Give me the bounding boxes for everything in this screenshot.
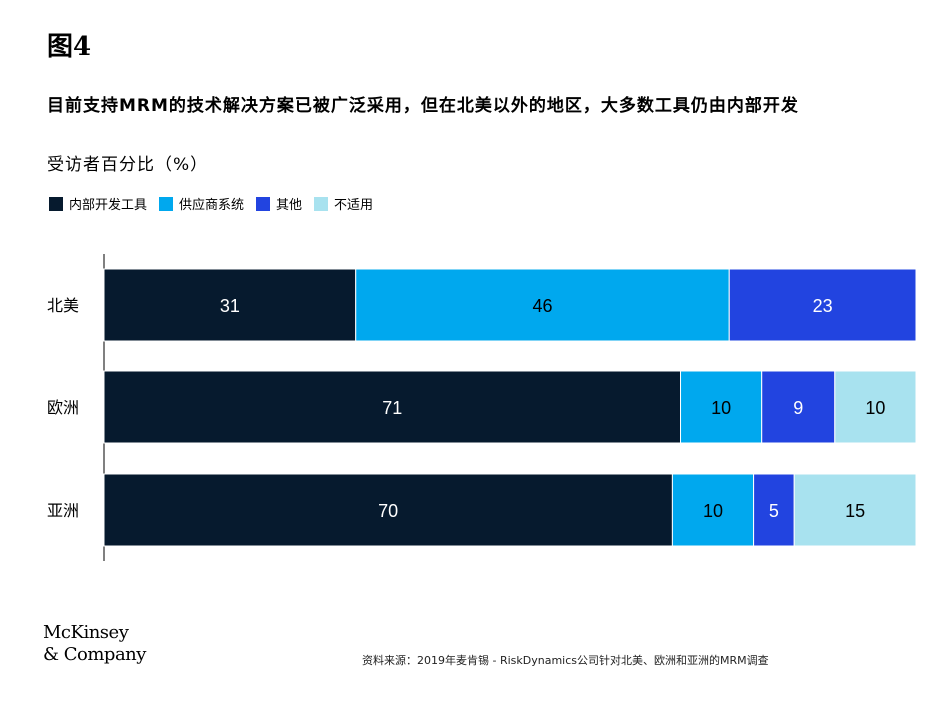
chart-title: 目前支持MRM的技术解决方案已被广泛采用，但在北美以外的地区，大多数工具仍由内部…: [47, 96, 799, 116]
data-label: 10: [703, 501, 723, 521]
data-label: 15: [845, 501, 865, 521]
bar-segment: [753, 473, 795, 547]
legend-label-other: 其他: [276, 198, 303, 213]
legend-swatch-internal: [49, 196, 63, 211]
bar-segment: [671, 473, 755, 547]
data-label: 5: [769, 501, 779, 521]
legend-item-other: 其他: [256, 194, 302, 213]
source-note: 资料来源：2019年麦肯锡 - RiskDynamics公司针对北美、欧洲和亚洲…: [362, 654, 769, 667]
legend-label-na: 不适用: [334, 198, 374, 213]
bar-segment: [103, 370, 682, 444]
legend-item-internal: 内部开发工具: [49, 194, 147, 213]
legend-swatch-vendor: [159, 196, 174, 211]
bar-segment: [793, 473, 917, 547]
data-label: 23: [813, 296, 833, 316]
figure-label: 图4: [47, 32, 92, 62]
mckinsey-logo: McKinsey & Company: [43, 622, 146, 666]
bar-segment: [355, 268, 730, 342]
legend-label-vendor: 供应商系统: [179, 198, 245, 213]
category-label: 北美: [47, 296, 79, 315]
bar-segment: [728, 268, 917, 342]
legend-swatch-other: [256, 196, 271, 211]
data-label: 31: [220, 296, 240, 316]
bar-segment: [680, 370, 763, 444]
bar-segment: [103, 268, 357, 342]
bar-segment: [103, 473, 673, 547]
data-label: 46: [532, 296, 552, 316]
bar-segment: [834, 370, 917, 444]
legend-swatch-na: [314, 196, 329, 211]
data-label: 9: [793, 398, 803, 418]
category-label: 欧洲: [47, 398, 79, 417]
data-label: 71: [382, 398, 402, 418]
data-label: 70: [378, 501, 398, 521]
legend-label-internal: 内部开发工具: [69, 198, 148, 213]
legend-item-vendor: 供应商系统: [159, 194, 244, 213]
data-label: 10: [711, 398, 731, 418]
chart-legend: 内部开发工具 供应商系统 其他 不适用: [49, 194, 385, 213]
category-label: 亚洲: [47, 501, 79, 520]
logo-line-1: McKinsey: [43, 622, 129, 643]
chart-subtitle: 受访者百分比（%）: [47, 155, 209, 175]
logo-line-2: & Company: [43, 644, 146, 665]
legend-item-na: 不适用: [314, 194, 373, 213]
data-label: 10: [865, 398, 885, 418]
